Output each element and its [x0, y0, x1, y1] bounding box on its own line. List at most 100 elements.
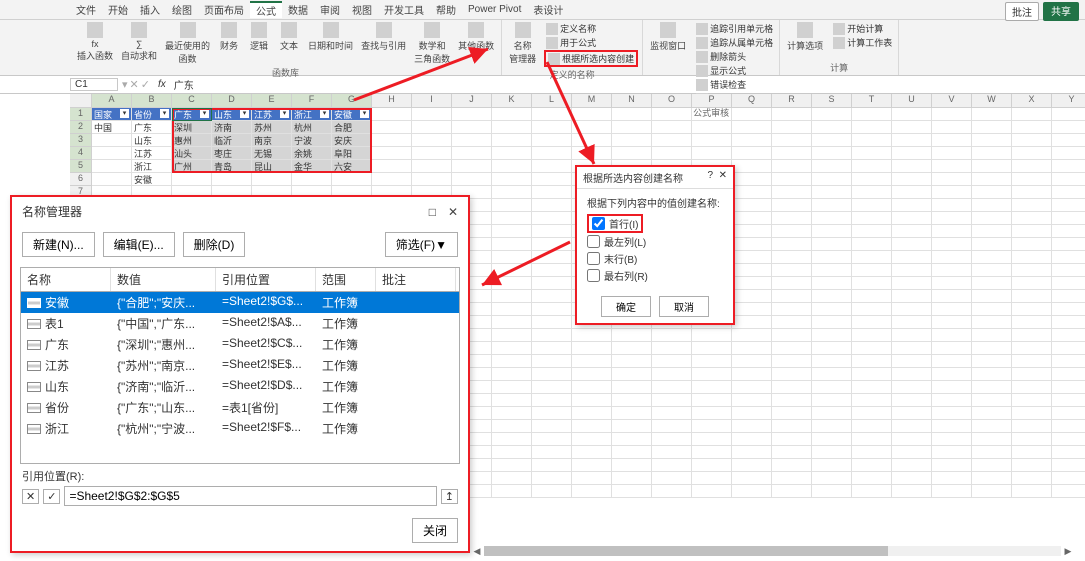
cell[interactable] — [1012, 446, 1052, 459]
cell[interactable] — [892, 264, 932, 277]
cell[interactable]: 广州 — [172, 160, 212, 173]
cell[interactable] — [852, 342, 892, 355]
cell[interactable] — [972, 446, 1012, 459]
cell[interactable] — [532, 303, 572, 316]
cell[interactable] — [892, 199, 932, 212]
insert-fn[interactable]: fx插入函数 — [74, 22, 116, 62]
menu-帮助[interactable]: 帮助 — [430, 2, 462, 17]
cell[interactable] — [732, 355, 772, 368]
cell[interactable] — [492, 381, 532, 394]
cell[interactable] — [572, 446, 612, 459]
cell[interactable] — [892, 303, 932, 316]
cell[interactable] — [1012, 459, 1052, 472]
cell[interactable] — [1012, 472, 1052, 485]
cell[interactable] — [1052, 186, 1085, 199]
scroll-right-icon[interactable]: ▶ — [1061, 546, 1075, 557]
cell[interactable] — [732, 277, 772, 290]
cell[interactable]: 昆山 — [252, 160, 292, 173]
cell[interactable] — [1012, 160, 1052, 173]
cell[interactable] — [892, 407, 932, 420]
cell[interactable] — [852, 186, 892, 199]
col-Q[interactable]: Q — [732, 94, 772, 108]
cell[interactable] — [1052, 173, 1085, 186]
col-J[interactable]: J — [452, 94, 492, 108]
cell[interactable] — [772, 420, 812, 433]
col-K[interactable]: K — [492, 94, 532, 108]
cell[interactable] — [732, 420, 772, 433]
cell[interactable] — [1052, 485, 1085, 498]
cell[interactable] — [492, 186, 532, 199]
cell[interactable] — [652, 368, 692, 381]
col-O[interactable]: O — [652, 94, 692, 108]
cell[interactable] — [412, 134, 452, 147]
col-G[interactable]: G — [332, 94, 372, 108]
cell[interactable] — [812, 355, 852, 368]
cell[interactable]: 苏州 — [252, 121, 292, 134]
cell[interactable] — [812, 147, 852, 160]
cell[interactable] — [452, 108, 492, 121]
cell[interactable] — [972, 212, 1012, 225]
cell[interactable] — [932, 459, 972, 472]
cell[interactable] — [412, 108, 452, 121]
cell[interactable] — [812, 407, 852, 420]
cell[interactable] — [972, 381, 1012, 394]
cell[interactable] — [972, 303, 1012, 316]
col-V[interactable]: V — [932, 94, 972, 108]
cell[interactable] — [972, 251, 1012, 264]
cell[interactable] — [492, 160, 532, 173]
cell[interactable] — [972, 199, 1012, 212]
cell[interactable] — [692, 134, 732, 147]
cell[interactable] — [572, 329, 612, 342]
cell[interactable] — [932, 160, 972, 173]
col-N[interactable]: N — [612, 94, 652, 108]
cell[interactable] — [492, 121, 532, 134]
cell[interactable] — [852, 264, 892, 277]
cell[interactable] — [972, 355, 1012, 368]
cell[interactable] — [812, 277, 852, 290]
cell[interactable] — [92, 147, 132, 160]
cell[interactable] — [852, 329, 892, 342]
cell[interactable] — [852, 420, 892, 433]
cell[interactable] — [972, 277, 1012, 290]
cell[interactable] — [452, 147, 492, 160]
cell[interactable] — [932, 342, 972, 355]
cell[interactable] — [852, 407, 892, 420]
cell[interactable] — [852, 134, 892, 147]
cell[interactable] — [892, 381, 932, 394]
cell[interactable] — [492, 225, 532, 238]
cell[interactable]: 惠州 — [172, 134, 212, 147]
col-P[interactable]: P — [692, 94, 732, 108]
cell[interactable] — [812, 160, 852, 173]
cell[interactable] — [532, 420, 572, 433]
cell[interactable] — [1052, 277, 1085, 290]
col-E[interactable]: E — [252, 94, 292, 108]
cell[interactable] — [1052, 459, 1085, 472]
cell[interactable] — [612, 485, 652, 498]
cell[interactable] — [932, 290, 972, 303]
cell[interactable] — [652, 134, 692, 147]
reference-input[interactable] — [64, 486, 436, 506]
cell[interactable] — [732, 381, 772, 394]
cell[interactable] — [612, 329, 652, 342]
cell[interactable] — [412, 147, 452, 160]
cell[interactable] — [772, 199, 812, 212]
cell[interactable] — [852, 316, 892, 329]
cell[interactable] — [772, 160, 812, 173]
delete-button[interactable]: 删除(D) — [183, 232, 246, 257]
menu-文件[interactable]: 文件 — [70, 2, 102, 17]
col-D[interactable]: D — [212, 94, 252, 108]
cell[interactable] — [972, 433, 1012, 446]
cell[interactable] — [492, 433, 532, 446]
cell[interactable] — [892, 251, 932, 264]
cell[interactable] — [852, 290, 892, 303]
cell[interactable] — [1052, 121, 1085, 134]
cell[interactable] — [852, 446, 892, 459]
cell[interactable] — [612, 459, 652, 472]
cell[interactable] — [532, 160, 572, 173]
cell[interactable] — [572, 381, 612, 394]
cell[interactable] — [612, 147, 652, 160]
cell[interactable] — [652, 147, 692, 160]
cell[interactable] — [812, 381, 852, 394]
cell[interactable] — [572, 147, 612, 160]
cell[interactable]: 无锡 — [252, 147, 292, 160]
